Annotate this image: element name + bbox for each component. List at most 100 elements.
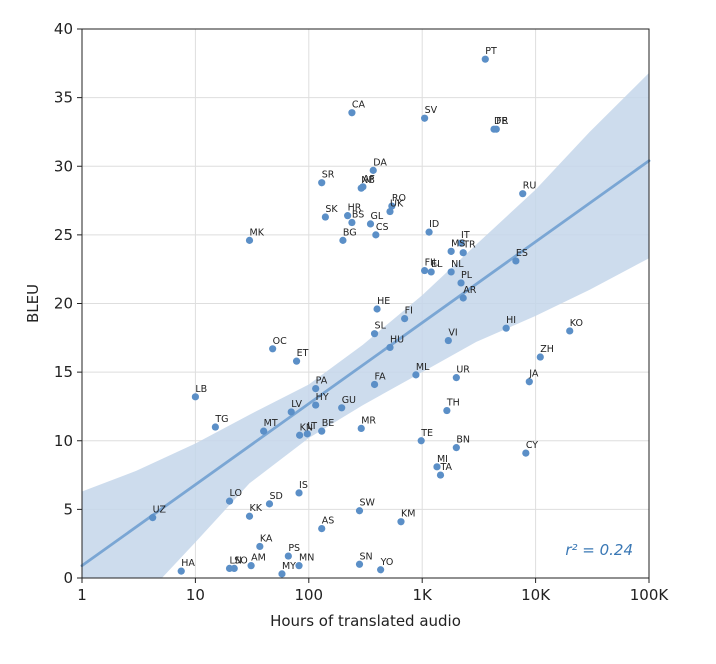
data-point: [373, 305, 381, 313]
point-label: BN: [456, 435, 470, 446]
y-axis-label: BLEU: [24, 284, 42, 323]
r-squared-annotation: r² = 0.24: [565, 541, 633, 559]
point-label: CS: [376, 222, 389, 233]
data-point: [348, 218, 356, 227]
point-label: MI: [437, 454, 448, 465]
point-label: LV: [291, 399, 302, 410]
point-label: HE: [377, 296, 390, 307]
data-point: [522, 449, 530, 457]
point-label: UR: [456, 365, 470, 376]
data-point: [269, 345, 277, 353]
data-point: [318, 524, 326, 533]
data-point: [421, 266, 429, 275]
point-label: TA: [439, 462, 452, 473]
confidence-band: [82, 72, 649, 578]
point-label: IS: [299, 480, 308, 491]
data-point: [265, 500, 274, 508]
point-label: AM: [251, 553, 266, 564]
point-label: SN: [360, 551, 373, 562]
y-tick-label: 10: [54, 432, 73, 450]
point-label: LT: [307, 421, 317, 432]
data-point: [452, 374, 460, 382]
x-tick-label: 1: [77, 586, 87, 604]
data-point: [312, 401, 320, 409]
data-point: [459, 294, 467, 302]
point-label: FR: [496, 116, 508, 127]
x-tick-label: 100K: [630, 586, 670, 604]
point-label: MY: [282, 561, 296, 572]
point-label: GU: [342, 395, 356, 406]
y-tick-label: 20: [54, 295, 73, 313]
data-point: [370, 380, 379, 389]
point-label: IT: [461, 230, 470, 241]
point-label: NL: [451, 259, 464, 270]
point-label: SD: [269, 491, 282, 502]
data-point: [412, 371, 420, 379]
point-label: MK: [250, 227, 265, 238]
data-point: [278, 570, 286, 578]
point-label: PL: [461, 270, 473, 281]
point-label: LN: [230, 555, 242, 566]
data-point: [318, 427, 326, 435]
data-point: [321, 213, 329, 221]
point-label: GL: [370, 211, 383, 222]
data-point: [492, 125, 500, 133]
data-point: [444, 336, 452, 345]
point-label: HA: [181, 558, 195, 569]
x-tick-label: 100: [294, 586, 323, 604]
data-point: [247, 562, 255, 570]
x-tick-label: 1K: [413, 586, 434, 604]
data-point: [339, 236, 347, 244]
data-point: [427, 268, 435, 276]
y-tick-label: 25: [54, 226, 73, 244]
data-point: [370, 330, 379, 338]
data-point: [260, 427, 268, 435]
point-label: SK: [325, 204, 338, 215]
data-point: [421, 114, 429, 122]
data-point: [443, 406, 451, 415]
point-label: CA: [352, 100, 366, 111]
point-label: YO: [380, 557, 394, 568]
point-label: FI: [405, 306, 413, 317]
y-tick-label: 15: [54, 363, 73, 381]
point-label: KN: [300, 422, 313, 433]
data-point: [536, 353, 544, 361]
x-tick-label: 10: [186, 586, 205, 604]
data-point: [388, 202, 396, 210]
data-point: [566, 327, 574, 335]
point-label: MN: [299, 553, 314, 564]
point-label: JA: [528, 369, 539, 380]
point-label: UZ: [153, 505, 167, 516]
point-label: BS: [352, 210, 364, 221]
point-label: AF: [363, 174, 375, 185]
data-point: [447, 247, 455, 255]
point-label: LB: [195, 384, 207, 395]
point-label: PT: [485, 46, 497, 57]
trend-line-layer: [80, 159, 651, 568]
y-tick-label: 35: [54, 89, 73, 107]
point-label: HR: [348, 203, 362, 214]
point-label: UK: [390, 199, 404, 210]
point-label: ID: [429, 219, 439, 230]
y-tick-label: 40: [54, 20, 73, 38]
point-label: FIL: [425, 258, 439, 269]
data-point: [377, 566, 385, 574]
x-axis-ticks: 1 10 100 1K 10K 100K: [77, 578, 669, 604]
point-label: LO: [230, 488, 242, 499]
point-label: HY: [316, 392, 329, 403]
point-label: SW: [360, 498, 376, 509]
point-label: AR: [463, 285, 476, 296]
point-label: DE: [494, 116, 507, 127]
data-points-layer: [149, 55, 574, 578]
data-point: [338, 404, 346, 412]
data-point: [245, 236, 254, 244]
point-label: TH: [446, 398, 460, 409]
point-label: NB: [361, 175, 375, 186]
point-label: RU: [523, 181, 537, 192]
data-point: [366, 220, 375, 228]
data-point: [256, 542, 264, 551]
data-point: [149, 514, 157, 522]
point-label: TE: [420, 428, 433, 439]
